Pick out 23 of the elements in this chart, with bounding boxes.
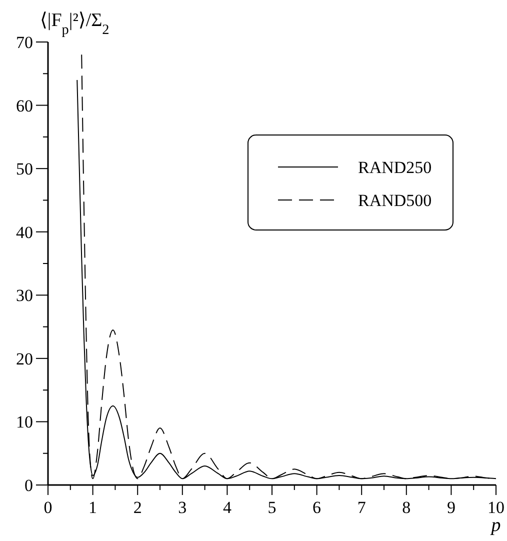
- x-tick-label: 7: [357, 498, 366, 517]
- y-tick-label: 0: [24, 476, 33, 495]
- y-tick-label: 30: [16, 286, 33, 306]
- y-tick-label: 60: [16, 96, 33, 116]
- x-tick-label: 8: [402, 498, 411, 517]
- x-tick-label: 10: [488, 498, 504, 517]
- x-tick-label: 9: [446, 498, 456, 517]
- x-tick-label: 2: [133, 498, 142, 517]
- y-axis-title: ⟨|F$_{p}$|²⟩/Σ$_{2}$: [40, 10, 110, 38]
- y-tick-label: 50: [16, 160, 33, 179]
- x-tick-label: 0: [44, 498, 52, 517]
- x-tick-label: 5: [268, 498, 276, 517]
- y-tick-label: 40: [16, 222, 33, 242]
- x-tick-label: 1: [88, 498, 98, 517]
- x-tick-label: 4: [222, 498, 232, 517]
- x-tick-label: 6: [312, 498, 322, 517]
- legend-label: RAND250: [358, 158, 432, 177]
- y-tick-label: 70: [16, 33, 33, 52]
- y-tick-label: 20: [16, 349, 33, 368]
- x-axis-title: p: [489, 515, 501, 536]
- y-tick-label: 10: [16, 412, 33, 432]
- legend-label: RAND500: [358, 191, 432, 210]
- x-tick-label: 3: [178, 498, 187, 517]
